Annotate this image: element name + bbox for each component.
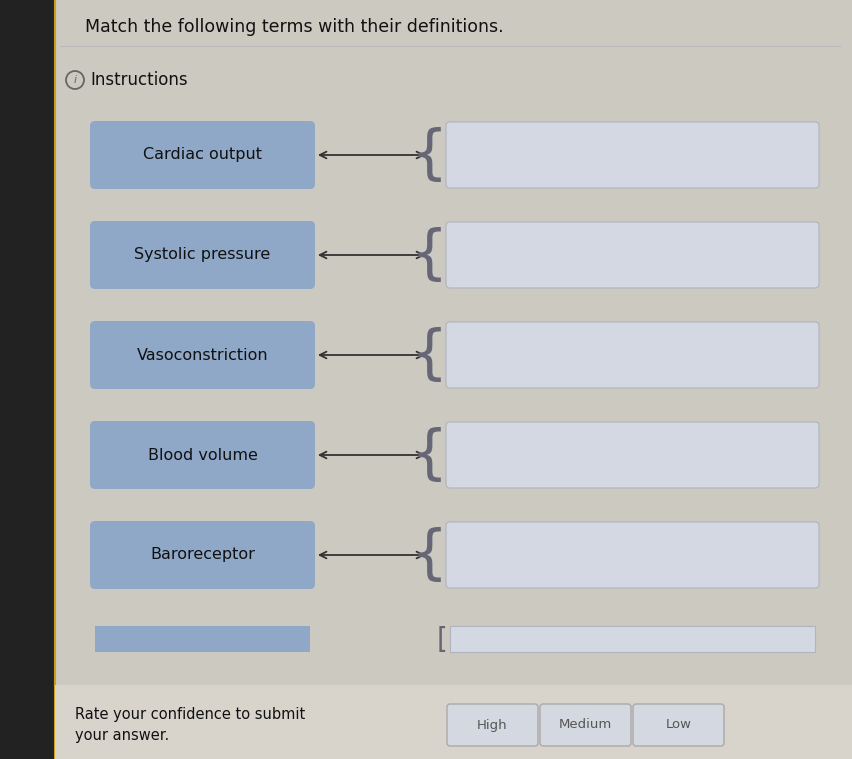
FancyBboxPatch shape bbox=[90, 521, 314, 589]
FancyBboxPatch shape bbox=[446, 122, 818, 188]
Text: [: [ bbox=[436, 626, 447, 654]
FancyBboxPatch shape bbox=[446, 422, 818, 488]
Text: Systolic pressure: Systolic pressure bbox=[135, 247, 270, 263]
Text: Blood volume: Blood volume bbox=[147, 448, 257, 462]
Text: {: { bbox=[411, 326, 447, 383]
Bar bbox=[55, 685, 852, 759]
FancyBboxPatch shape bbox=[446, 522, 818, 588]
FancyBboxPatch shape bbox=[95, 626, 309, 652]
Text: i: i bbox=[73, 75, 77, 85]
FancyBboxPatch shape bbox=[450, 626, 814, 652]
Text: {: { bbox=[411, 127, 447, 184]
Text: Instructions: Instructions bbox=[90, 71, 187, 89]
FancyBboxPatch shape bbox=[446, 222, 818, 288]
Text: {: { bbox=[411, 427, 447, 483]
FancyBboxPatch shape bbox=[446, 322, 818, 388]
Text: Rate your confidence to submit
your answer.: Rate your confidence to submit your answ… bbox=[75, 707, 305, 743]
Text: Vasoconstriction: Vasoconstriction bbox=[136, 348, 268, 363]
Text: {: { bbox=[411, 226, 447, 284]
FancyBboxPatch shape bbox=[539, 704, 630, 746]
FancyBboxPatch shape bbox=[446, 704, 538, 746]
Text: Cardiac output: Cardiac output bbox=[143, 147, 262, 162]
FancyBboxPatch shape bbox=[90, 321, 314, 389]
Text: Baroreceptor: Baroreceptor bbox=[150, 547, 255, 562]
FancyBboxPatch shape bbox=[90, 221, 314, 289]
Text: Low: Low bbox=[665, 719, 691, 732]
Text: High: High bbox=[476, 719, 507, 732]
FancyBboxPatch shape bbox=[90, 421, 314, 489]
Text: {: { bbox=[411, 527, 447, 584]
Bar bbox=[0, 0, 55, 759]
Text: Medium: Medium bbox=[558, 719, 612, 732]
Text: Match the following terms with their definitions.: Match the following terms with their def… bbox=[85, 18, 503, 36]
FancyBboxPatch shape bbox=[632, 704, 723, 746]
FancyBboxPatch shape bbox=[90, 121, 314, 189]
